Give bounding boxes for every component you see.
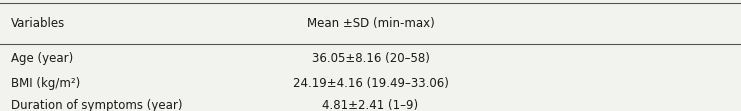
Text: 4.81±2.41 (1–9): 4.81±2.41 (1–9) xyxy=(322,99,419,111)
Text: BMI (kg/m²): BMI (kg/m²) xyxy=(11,77,80,90)
Text: 36.05±8.16 (20–58): 36.05±8.16 (20–58) xyxy=(311,52,430,65)
Text: Age (year): Age (year) xyxy=(11,52,73,65)
Text: 24.19±4.16 (19.49–33.06): 24.19±4.16 (19.49–33.06) xyxy=(293,77,448,90)
Text: Mean ±SD (min-max): Mean ±SD (min-max) xyxy=(307,17,434,30)
Text: Variables: Variables xyxy=(11,17,65,30)
Text: Duration of symptoms (year): Duration of symptoms (year) xyxy=(11,99,182,111)
